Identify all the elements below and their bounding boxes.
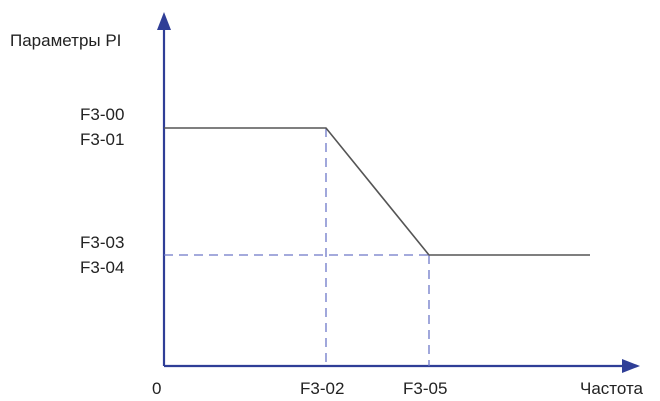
origin-label: 0 <box>152 379 161 398</box>
pi-curve <box>164 127 590 256</box>
y-axis-arrow <box>157 12 171 30</box>
x-axis-label: Частота <box>580 379 644 398</box>
x-tick-f3-05: F3-05 <box>403 379 447 398</box>
y-tick-high-line1: F3-00 <box>80 105 124 124</box>
y-axis-label: Параметры PI <box>10 31 121 50</box>
x-tick-f3-02: F3-02 <box>300 379 344 398</box>
y-tick-low-line1: F3-03 <box>80 233 124 252</box>
x-axis-arrow <box>622 359 640 373</box>
y-tick-low-line2: F3-04 <box>80 258 124 277</box>
y-tick-high-line2: F3-01 <box>80 130 124 149</box>
